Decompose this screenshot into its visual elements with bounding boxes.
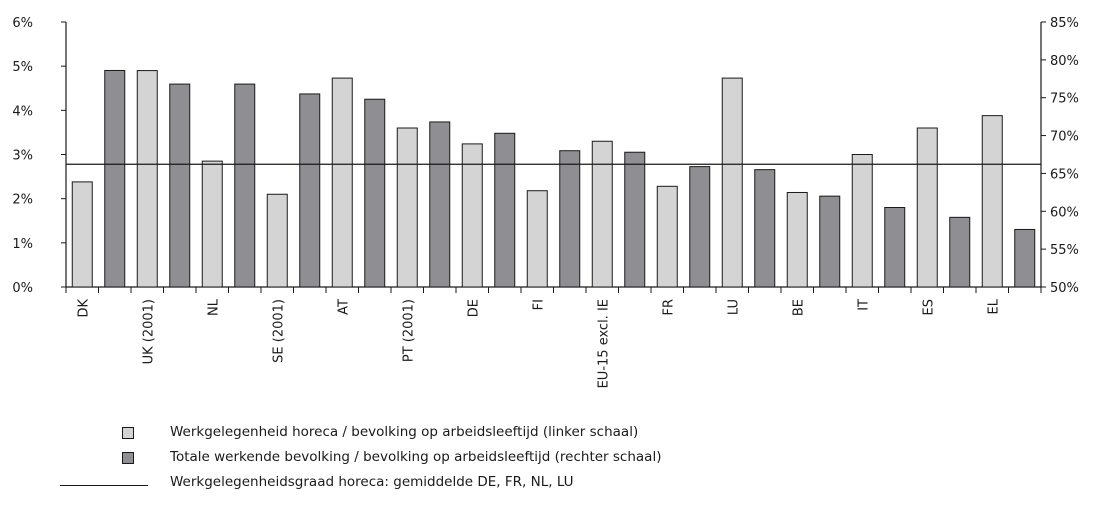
x-category-label: UK (2001) (141, 299, 156, 364)
bar-horeca-employment (201, 160, 223, 288)
bar-total-employment (494, 132, 516, 288)
y-left-tick-label: 0% (12, 281, 33, 296)
bar-total-employment (754, 169, 776, 288)
bar-horeca-employment (461, 143, 483, 288)
bar-horeca-employment (591, 140, 613, 288)
bar-horeca-employment (526, 190, 548, 288)
y-right-tick-label: 50% (1050, 281, 1079, 296)
legend-label-reference-line: Werkgelegenheidsgraad horeca: gemiddelde… (170, 474, 574, 490)
y-right-tick-label: 55% (1050, 243, 1079, 258)
bar-total-employment (364, 98, 386, 288)
y-left-tick-label: 5% (12, 60, 33, 75)
bar-total-employment (234, 83, 256, 288)
y-right-tick-label: 65% (1050, 167, 1079, 182)
bar-horeca-employment (916, 127, 938, 288)
bar-total-employment (1014, 228, 1036, 288)
x-category-label: AT (336, 299, 351, 315)
bar-horeca-employment (656, 185, 678, 288)
bar-horeca-employment (266, 193, 288, 288)
x-category-label: ES (921, 299, 936, 315)
x-category-label: LU (726, 299, 741, 315)
legend-swatch-light (122, 427, 134, 439)
y-right-tick-label: 85% (1050, 16, 1079, 31)
bar-horeca-employment (851, 154, 873, 288)
bar-horeca-employment (71, 181, 93, 288)
y-right-tick-label: 60% (1050, 205, 1079, 220)
y-left-tick-label: 2% (12, 193, 33, 208)
legend-label-left-series: Werkgelegenheid horeca / bevolking op ar… (170, 424, 639, 440)
y-right-tick-label: 70% (1050, 130, 1079, 145)
bar-total-employment (169, 83, 191, 288)
bar-horeca-employment (981, 115, 1003, 288)
bar-total-employment (819, 195, 841, 288)
bar-total-employment (299, 93, 321, 288)
x-category-label: PT (2001) (401, 299, 416, 362)
x-category-label: NL (206, 298, 221, 316)
bar-total-employment (104, 69, 126, 288)
bar-horeca-employment (331, 77, 353, 288)
bar-horeca-employment (396, 127, 418, 288)
legend-item-reference-line: Werkgelegenheidsgraad horeca: gemiddelde… (60, 474, 760, 499)
y-left-tick-label: 3% (12, 149, 33, 164)
legend-label-right-series: Totale werkende bevolking / bevolking op… (170, 449, 662, 465)
x-category-label: BE (791, 299, 806, 316)
x-category-label: EU-15 excl. IE (596, 299, 611, 388)
bar-total-employment (949, 216, 971, 288)
y-left-tick-label: 6% (12, 16, 33, 31)
y-left-tick-label: 4% (12, 104, 33, 119)
bar-horeca-employment (721, 77, 743, 288)
x-category-label: DK (76, 299, 91, 318)
chart: 0% 1% 2% 3% 4% 5% 6% 50% 55% 60% 65% 70% 75% 80% 85% DK… (12, 16, 1079, 388)
legend-line-marker (60, 485, 148, 486)
bar-total-employment (624, 151, 646, 288)
x-category-label: EL (986, 298, 1001, 314)
legend-item-left-series: Werkgelegenheid horeca / bevolking op ar… (60, 424, 760, 449)
y-right-tick-label: 75% (1050, 92, 1079, 107)
bar-total-employment (559, 150, 581, 288)
bar-horeca-employment (786, 191, 808, 288)
legend: Werkgelegenheid horeca / bevolking op ar… (60, 424, 760, 499)
x-category-label: FI (531, 299, 546, 310)
bar-total-employment (689, 166, 711, 288)
y-right-tick-label: 80% (1050, 54, 1079, 69)
x-category-label: SE (2001) (271, 299, 286, 363)
x-category-label: IT (856, 299, 871, 311)
x-category-label: DE (466, 299, 481, 317)
legend-item-right-series: Totale werkende bevolking / bevolking op… (60, 449, 760, 474)
bar-horeca-employment (136, 70, 158, 288)
bar-total-employment (884, 207, 906, 288)
bar-total-employment (429, 121, 451, 288)
y-left-tick-label: 1% (12, 237, 33, 252)
x-category-label: FR (661, 299, 676, 316)
legend-swatch-dark (122, 452, 134, 464)
